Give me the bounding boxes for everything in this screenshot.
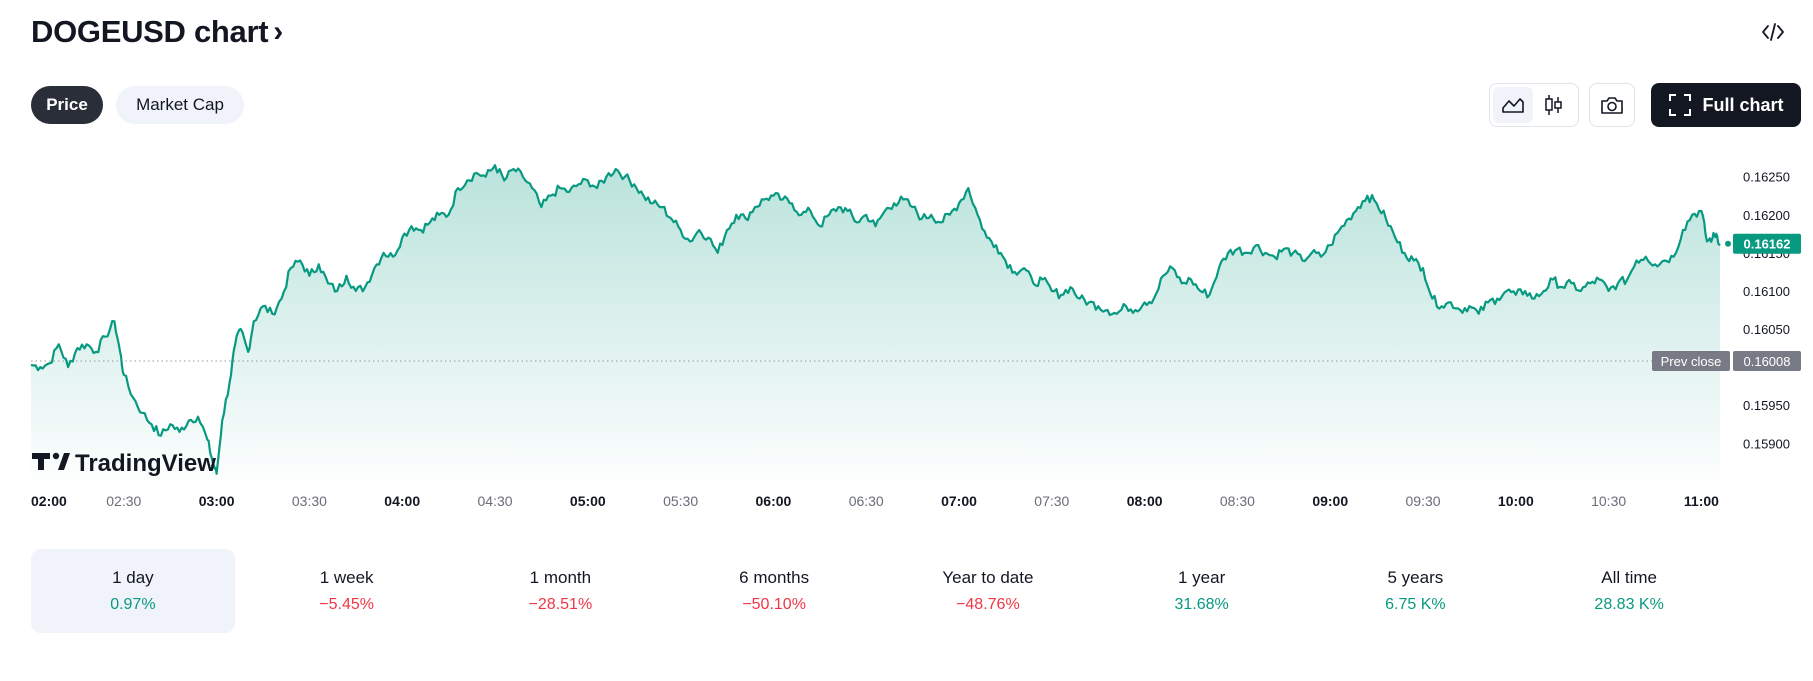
x-tick-label: 10:30 <box>1591 493 1626 509</box>
period-performance-row: 1 day 0.97% 1 week −5.45% 1 month −28.51% 6 mo… <box>31 549 1741 633</box>
price-line <box>30 164 1721 475</box>
period-change-value: −28.51% <box>528 596 593 613</box>
x-tick-label: 08:30 <box>1220 493 1255 509</box>
embed-code-button[interactable] <box>1755 17 1791 47</box>
period-change-value: −50.10% <box>742 596 806 613</box>
area-chart-icon <box>1502 98 1524 113</box>
x-tick-label: 11:00 <box>1684 493 1719 509</box>
period-1-month[interactable]: 1 month −28.51% <box>459 549 663 633</box>
period-change-value: −48.76% <box>956 596 1020 613</box>
period-label: 1 week <box>319 568 374 587</box>
x-tick-label: 02:30 <box>106 493 141 509</box>
chevron-right-icon: › <box>273 15 283 48</box>
x-tick-label: 08:00 <box>1127 493 1163 509</box>
candlestick-icon <box>1545 95 1562 115</box>
period-label: 5 years <box>1387 568 1444 587</box>
tab-price-label: Price <box>46 95 88 114</box>
y-tick-label: 0.15900 <box>1743 436 1790 451</box>
tab-price[interactable]: Price <box>31 86 103 124</box>
last-price-value: 0.16162 <box>1744 237 1791 252</box>
candlestick-button[interactable] <box>1533 87 1573 123</box>
y-tick-label: 0.15950 <box>1743 398 1790 413</box>
code-icon <box>1762 23 1784 41</box>
period-change-value: −5.45% <box>319 596 374 613</box>
period-label: All time <box>1601 568 1657 587</box>
period-label: Year to date <box>942 568 1034 587</box>
period-label: 6 months <box>739 568 810 587</box>
x-tick-label: 09:30 <box>1406 493 1441 509</box>
price-chart[interactable]: 0.162500.162000.161500.161000.160500.159… <box>0 140 1813 510</box>
period-label: 1 day <box>112 568 154 587</box>
period-label: 1 year <box>1178 568 1226 587</box>
x-tick-label: 03:00 <box>199 493 235 509</box>
period-1-day[interactable]: 1 day 0.97% <box>31 549 235 633</box>
period-year-to-date[interactable]: Year to date −48.76% <box>886 549 1090 633</box>
period-6-months[interactable]: 6 months −50.10% <box>672 549 876 633</box>
period-1-week[interactable]: 1 week −5.45% <box>245 549 449 633</box>
x-tick-label: 06:30 <box>849 493 884 509</box>
last-price-badge: 0.16162 <box>1733 233 1801 254</box>
prev-close-label: Prev close <box>1661 354 1722 369</box>
prev-close-badge: Prev close 0.16008 <box>1652 351 1801 372</box>
fullscreen-icon <box>1669 94 1692 116</box>
tab-market-cap-label: Market Cap <box>136 95 224 114</box>
period-change-value: 6.75 K% <box>1385 596 1446 613</box>
prev-close-value: 0.16008 <box>1744 354 1791 369</box>
camera-icon <box>1601 97 1623 114</box>
x-axis: 02:00 02:30 03:00 03:30 04:00 04:30 05:00 05:30… <box>31 493 1719 509</box>
x-tick-label: 04:00 <box>384 493 420 509</box>
x-tick-label: 02:00 <box>31 493 67 509</box>
x-tick-label: 05:00 <box>570 493 606 509</box>
y-axis: 0.162500.162000.161500.161000.160500.159… <box>1743 170 1790 452</box>
x-tick-label: 07:30 <box>1034 493 1069 509</box>
x-tick-label: 10:00 <box>1498 493 1534 509</box>
snapshot-button[interactable] <box>1592 87 1632 123</box>
period-5-years[interactable]: 5 years 6.75 K% <box>1314 549 1518 633</box>
x-tick-label: 03:30 <box>292 493 327 509</box>
x-tick-label: 07:00 <box>941 493 977 509</box>
tradingview-watermark[interactable]: TradingView <box>32 450 216 477</box>
x-tick-label: 06:00 <box>756 493 792 509</box>
tradingview-logo-icon <box>32 452 70 470</box>
y-tick-label: 0.16100 <box>1743 284 1790 299</box>
y-tick-label: 0.16250 <box>1743 170 1790 185</box>
full-chart-label: Full chart <box>1702 94 1784 115</box>
price-area-fill <box>31 165 1720 480</box>
watermark-text: TradingView <box>75 450 216 477</box>
page-title: DOGEUSD chart <box>31 14 269 49</box>
chart-title-link[interactable]: DOGEUSD chart › <box>31 14 283 50</box>
chart-style-group <box>1489 83 1579 127</box>
x-tick-label: 04:30 <box>477 493 512 509</box>
y-tick-label: 0.16050 <box>1743 322 1790 337</box>
period-1-year[interactable]: 1 year 31.68% <box>1100 549 1304 633</box>
y-tick-label: 0.16200 <box>1743 208 1790 223</box>
area-chart-button[interactable] <box>1493 87 1533 123</box>
full-chart-button[interactable]: Full chart <box>1651 83 1801 127</box>
tab-market-cap[interactable]: Market Cap <box>116 86 244 124</box>
period-change-value: 31.68% <box>1174 596 1229 613</box>
period-change-value: 28.83 K% <box>1594 596 1664 613</box>
period-label: 1 month <box>529 568 592 587</box>
period-change-value: 0.97% <box>110 596 156 613</box>
snapshot-group <box>1589 83 1635 127</box>
x-tick-label: 09:00 <box>1312 493 1348 509</box>
period-all-time[interactable]: All time 28.83 K% <box>1527 549 1731 633</box>
x-tick-label: 05:30 <box>663 493 698 509</box>
last-price-dot <box>1725 240 1731 247</box>
